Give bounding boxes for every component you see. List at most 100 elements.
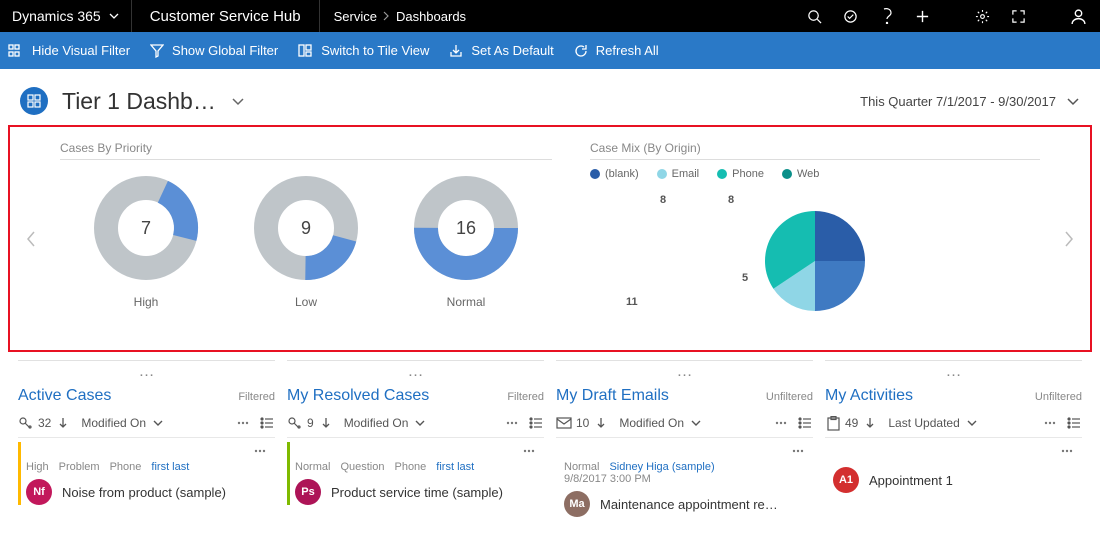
help-icon[interactable] <box>868 0 904 32</box>
hub-name[interactable]: Customer Service Hub <box>132 0 320 32</box>
stream-toolbar: 49 Last Updated <box>825 409 1082 438</box>
breadcrumb-item[interactable]: Dashboards <box>396 9 466 24</box>
stream-status: Filtered <box>238 391 275 403</box>
pie-slice-label: 11 <box>626 296 638 308</box>
legend-item[interactable]: Phone <box>717 168 764 180</box>
donut-normal[interactable]: 16 Normal <box>406 168 526 309</box>
legend-item[interactable]: (blank) <box>590 168 639 180</box>
item-more-icon[interactable] <box>1056 444 1078 461</box>
chevron-down-icon[interactable] <box>230 93 246 109</box>
avatar: Ma <box>564 491 590 517</box>
legend-label: Phone <box>732 168 764 180</box>
cmd-show-global-filter[interactable]: Show Global Filter <box>150 43 278 58</box>
stream-count[interactable]: 10 <box>556 415 609 431</box>
dashboard-title: Tier 1 Dashb… <box>62 88 216 115</box>
stream-expand-icon[interactable]: … <box>556 361 813 383</box>
scroll-left-button[interactable] <box>16 133 46 344</box>
stream-sort[interactable]: Modified On <box>344 415 429 431</box>
pie-slice-label: 8 <box>728 194 734 206</box>
user-icon[interactable] <box>1062 0 1094 32</box>
stream-expand-icon[interactable]: … <box>287 361 544 383</box>
legend-label: (blank) <box>605 168 639 180</box>
donut-high[interactable]: 7 High <box>86 168 206 309</box>
stream-more-icon[interactable] <box>773 415 789 431</box>
stream-list-icon[interactable] <box>1066 415 1082 431</box>
pie-slice[interactable] <box>815 211 865 261</box>
cmd-set-default[interactable]: Set As Default <box>449 43 553 58</box>
chevron-down-icon <box>1066 94 1080 108</box>
cmd-switch-tile-view[interactable]: Switch to Tile View <box>298 43 429 58</box>
stream-count[interactable]: 32 <box>18 415 71 431</box>
svg-text:9: 9 <box>301 218 311 238</box>
brand-switcher[interactable]: Dynamics 365 <box>0 0 132 32</box>
highlight-frame: Cases By Priority 7 High 9 Low 16 <box>8 125 1092 352</box>
legend-item[interactable]: Email <box>657 168 700 180</box>
stream-status: Unfiltered <box>1035 391 1082 403</box>
stream-toolbar: 10 Modified On <box>556 409 813 438</box>
breadcrumb-item[interactable]: Service <box>334 9 377 24</box>
stream-status: Filtered <box>507 391 544 403</box>
avatar: Nf <box>26 479 52 505</box>
item-tag: High <box>26 461 49 473</box>
stream-list-icon[interactable] <box>528 415 544 431</box>
date-range-selector[interactable]: This Quarter 7/1/2017 - 9/30/2017 <box>860 94 1080 109</box>
chevron-down-icon <box>150 415 166 431</box>
stream-more-icon[interactable] <box>1042 415 1058 431</box>
item-link[interactable]: Sidney Higa (sample) <box>609 461 714 473</box>
settings-icon[interactable] <box>964 0 1000 32</box>
stream-expand-icon[interactable]: … <box>825 361 1082 383</box>
dashboard-icon <box>20 87 48 115</box>
item-more-icon[interactable] <box>787 444 809 461</box>
stream-list-icon[interactable] <box>259 415 275 431</box>
pie-slice[interactable] <box>815 261 865 311</box>
stream-title[interactable]: My Resolved Cases <box>287 387 429 405</box>
add-icon[interactable] <box>904 0 940 32</box>
fullscreen-icon[interactable] <box>1000 0 1036 32</box>
brand-name: Dynamics 365 <box>12 8 101 24</box>
donut-low[interactable]: 9 Low <box>246 168 366 309</box>
item-link[interactable]: first last <box>436 461 474 473</box>
legend-swatch <box>657 169 667 179</box>
legend-item[interactable]: Web <box>782 168 819 180</box>
avatar: A1 <box>833 467 859 493</box>
scroll-right-button[interactable] <box>1054 133 1084 344</box>
stream-sort[interactable]: Modified On <box>81 415 166 431</box>
stream-sort[interactable]: Last Updated <box>888 415 979 431</box>
stream-title[interactable]: My Activities <box>825 387 913 405</box>
count-icon <box>287 415 303 431</box>
streams-row: … Active Cases Filtered 32 Modified On H… <box>0 360 1100 521</box>
item-link[interactable]: first last <box>151 461 189 473</box>
item-more-icon[interactable] <box>249 444 271 461</box>
stream-title[interactable]: Active Cases <box>18 387 111 405</box>
chart-case-mix: Case Mix (By Origin) (blank) Email Phone… <box>576 133 1054 344</box>
item-more-icon[interactable] <box>518 444 540 461</box>
stream-count[interactable]: 9 <box>287 415 334 431</box>
pie-chart: 88511 <box>590 186 1040 336</box>
stream-count[interactable]: 49 <box>825 415 878 431</box>
list-item[interactable]: NormalQuestionPhonefirst last Ps Product… <box>287 438 544 509</box>
chevron-down-icon <box>688 415 704 431</box>
cmd-refresh[interactable]: Refresh All <box>574 43 659 58</box>
list-item[interactable]: A1 Appointment 1 <box>825 438 1082 497</box>
stream-expand-icon[interactable]: … <box>18 361 275 383</box>
task-flow-icon[interactable] <box>832 0 868 32</box>
stream-list-icon[interactable] <box>797 415 813 431</box>
item-tag: Normal <box>564 461 599 473</box>
stream-sort[interactable]: Modified On <box>619 415 704 431</box>
list-item[interactable]: NormalSidney Higa (sample) 9/8/2017 3:00… <box>556 438 813 521</box>
legend-swatch <box>717 169 727 179</box>
legend-label: Email <box>672 168 700 180</box>
stream-title[interactable]: My Draft Emails <box>556 387 669 405</box>
item-tags: HighProblemPhonefirst last <box>26 461 271 473</box>
stream-more-icon[interactable] <box>235 415 251 431</box>
item-tag: Phone <box>110 461 142 473</box>
legend-swatch <box>590 169 600 179</box>
arrow-down-icon <box>55 415 71 431</box>
stream-active cases: … Active Cases Filtered 32 Modified On H… <box>18 360 275 521</box>
stream-more-icon[interactable] <box>504 415 520 431</box>
search-icon[interactable] <box>796 0 832 32</box>
cmd-hide-visual-filter[interactable]: Hide Visual Filter <box>8 43 130 58</box>
list-item[interactable]: HighProblemPhonefirst last Nf Noise from… <box>18 438 275 509</box>
breadcrumb: Service Dashboards <box>320 9 480 24</box>
legend-label: Web <box>797 168 819 180</box>
